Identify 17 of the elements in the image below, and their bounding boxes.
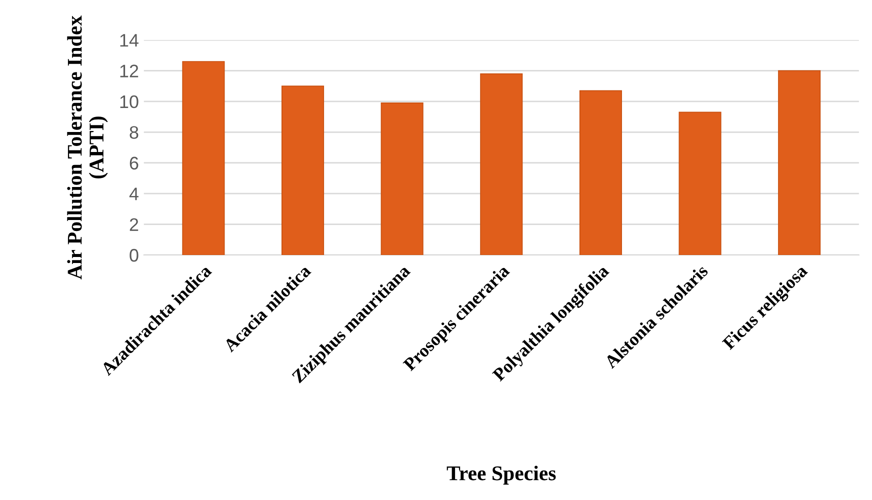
y-tick-label: 0	[130, 248, 138, 262]
x-axis-title: Tree Species	[446, 466, 556, 485]
y-tick-label: 8	[130, 126, 138, 139]
bar	[579, 90, 622, 255]
bar	[380, 102, 424, 255]
y-tick-label: 10	[120, 95, 138, 108]
bar	[480, 73, 523, 255]
y-tick-label: 6	[130, 156, 138, 170]
bar	[182, 61, 225, 255]
y-tick-label: 12	[120, 64, 138, 78]
bar	[282, 86, 324, 255]
bar	[678, 112, 722, 255]
y-tick-label: 14	[120, 34, 138, 47]
y-tick-label: 4	[129, 188, 138, 200]
y-tick-label: 2	[130, 218, 138, 231]
y-axis-title: Air Pollution Tolerance Index (APTI)	[67, 16, 108, 280]
bar	[778, 70, 821, 255]
